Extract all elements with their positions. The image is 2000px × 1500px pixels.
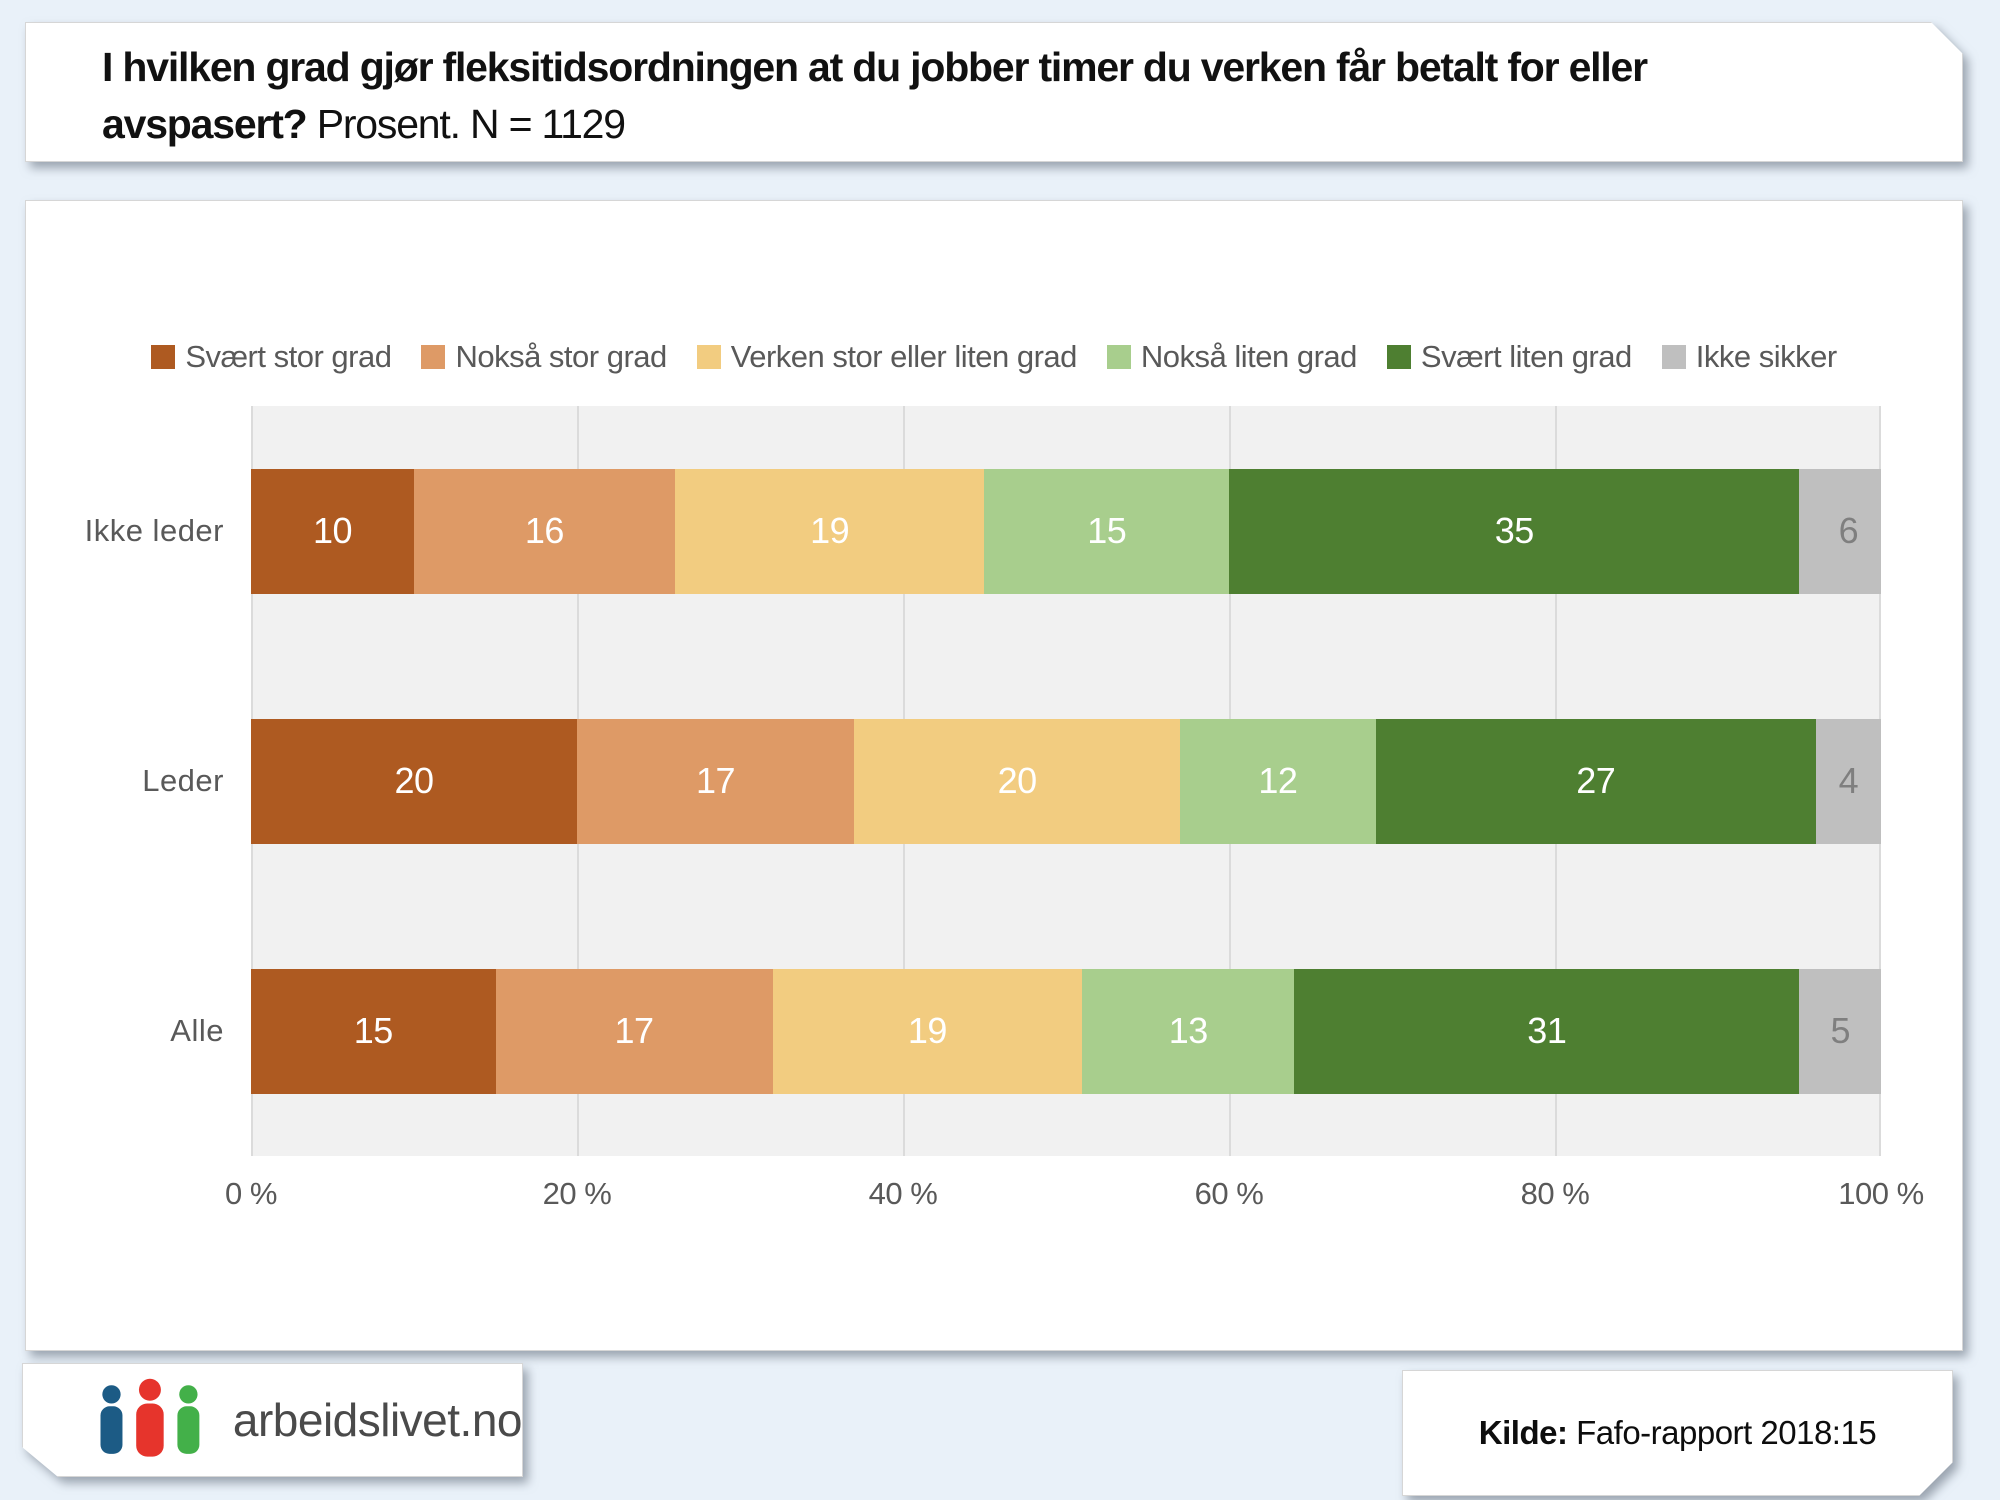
source-text: Kilde: Fafo-rapport 2018:15 [1479,1414,1876,1452]
chart-card: Svært stor grad Nokså stor grad Verken sto… [25,200,1963,1351]
source-value: Fafo-rapport 2018:15 [1567,1414,1877,1451]
legend-label: Ikke sikker [1695,339,1837,374]
x-axis-tick-40: 40 % [868,1176,938,1211]
legend-label: Nokså liten grad [1140,339,1358,374]
bar-row-leder: 20 17 20 12 27 4 [251,718,1881,844]
arbeidslivet-people-icon [95,1377,205,1463]
bar-segment-ikke-sikker: 5 [1799,968,1881,1094]
source-card: Kilde: Fafo-rapport 2018:15 [1402,1370,1953,1496]
logo-text: arbeidslivet.no [232,1394,522,1446]
title-line1: I hvilken grad gjør fleksitidsordningen … [102,44,1647,90]
category-label-alle: Alle [170,1013,224,1048]
legend-swatch-icon [421,345,446,369]
bar-segment-noks-liten-grad: 15 [984,468,1229,594]
bar-row-ikke-leder: 10 16 19 15 35 6 [251,468,1881,594]
bar-segment-sv-rt-stor-grad: 15 [251,968,496,1094]
legend-item-sv-rt-stor-grad: Svært stor grad [151,339,392,375]
bar-segment-sv-rt-liten-grad: 27 [1375,718,1816,844]
legend-label: Verken stor eller liten grad [730,339,1078,374]
bar-segment-noks-stor-grad: 17 [577,718,855,844]
category-label-ikke-leder: Ikke leder [84,513,224,548]
legend-item-sv-rt-liten-grad: Svært liten grad [1386,339,1632,375]
legend-swatch-icon [1386,345,1411,369]
source-label: Kilde: [1478,1414,1568,1451]
bar-segment-sv-rt-stor-grad: 20 [251,718,577,844]
legend-label: Svært liten grad [1420,339,1632,374]
bar-segment-verken-stor-eller-liten-grad: 20 [854,718,1181,844]
x-axis-tick-100: 100 % [1838,1176,1924,1211]
bar-segment-ikke-sikker: 4 [1815,718,1881,844]
plot-area: 10 16 19 15 35 6 20 17 20 12 27 4 15 17 19 13 31 5 [251,406,1881,1156]
x-axis-tick-60: 60 % [1194,1176,1264,1211]
bar-segment-noks-liten-grad: 12 [1180,718,1376,844]
bar-segment-noks-stor-grad: 16 [414,468,675,594]
bar-row-alle: 15 17 19 13 31 5 [251,968,1881,1094]
bar-segment-sv-rt-liten-grad: 31 [1294,968,1800,1094]
legend-swatch-icon [696,345,721,369]
chart-title: I hvilken grad gjør fleksitidsordningen … [26,23,1962,153]
legend-item-noks-stor-grad: Nokså stor grad [421,339,667,375]
logo-card: arbeidslivet.no [22,1363,523,1477]
legend-label: Nokså stor grad [455,339,667,374]
x-axis-tick-0: 0 % [225,1176,277,1211]
bar-segment-ikke-sikker: 6 [1799,468,1881,594]
title-line2-bold: avspasert? [102,101,307,147]
legend-label: Svært stor grad [185,339,392,374]
bar-segment-sv-rt-stor-grad: 10 [251,468,414,594]
x-axis-tick-20: 20 % [542,1176,612,1211]
bar-segment-noks-stor-grad: 17 [495,968,773,1094]
bar-segment-sv-rt-liten-grad: 35 [1228,468,1800,594]
bar-segment-noks-liten-grad: 13 [1082,968,1295,1094]
category-label-leder: Leder [142,763,224,798]
title-card: I hvilken grad gjør fleksitidsordningen … [25,22,1963,162]
legend-item-noks-liten-grad: Nokså liten grad [1106,339,1358,375]
x-axis-tick-80: 80 % [1520,1176,1590,1211]
bar-segment-verken-stor-eller-liten-grad: 19 [772,968,1083,1094]
legend-item-ikke-sikker: Ikke sikker [1661,339,1837,375]
chart-legend: Svært stor grad Nokså stor grad Verken sto… [26,339,1962,375]
legend-swatch-icon [1661,345,1686,369]
x-axis: 0 % 20 % 40 % 60 % 80 % 100 % [225,1176,1924,1226]
legend-swatch-icon [1106,345,1131,369]
title-subtitle: Prosent. N = 1129 [306,101,625,147]
bar-segment-verken-stor-eller-liten-grad: 19 [674,468,985,594]
legend-item-verken-stor-eller-liten-grad: Verken stor eller liten grad [696,339,1078,375]
category-axis: Ikke leder Leder Alle [26,406,238,1156]
legend-swatch-icon [151,345,176,369]
